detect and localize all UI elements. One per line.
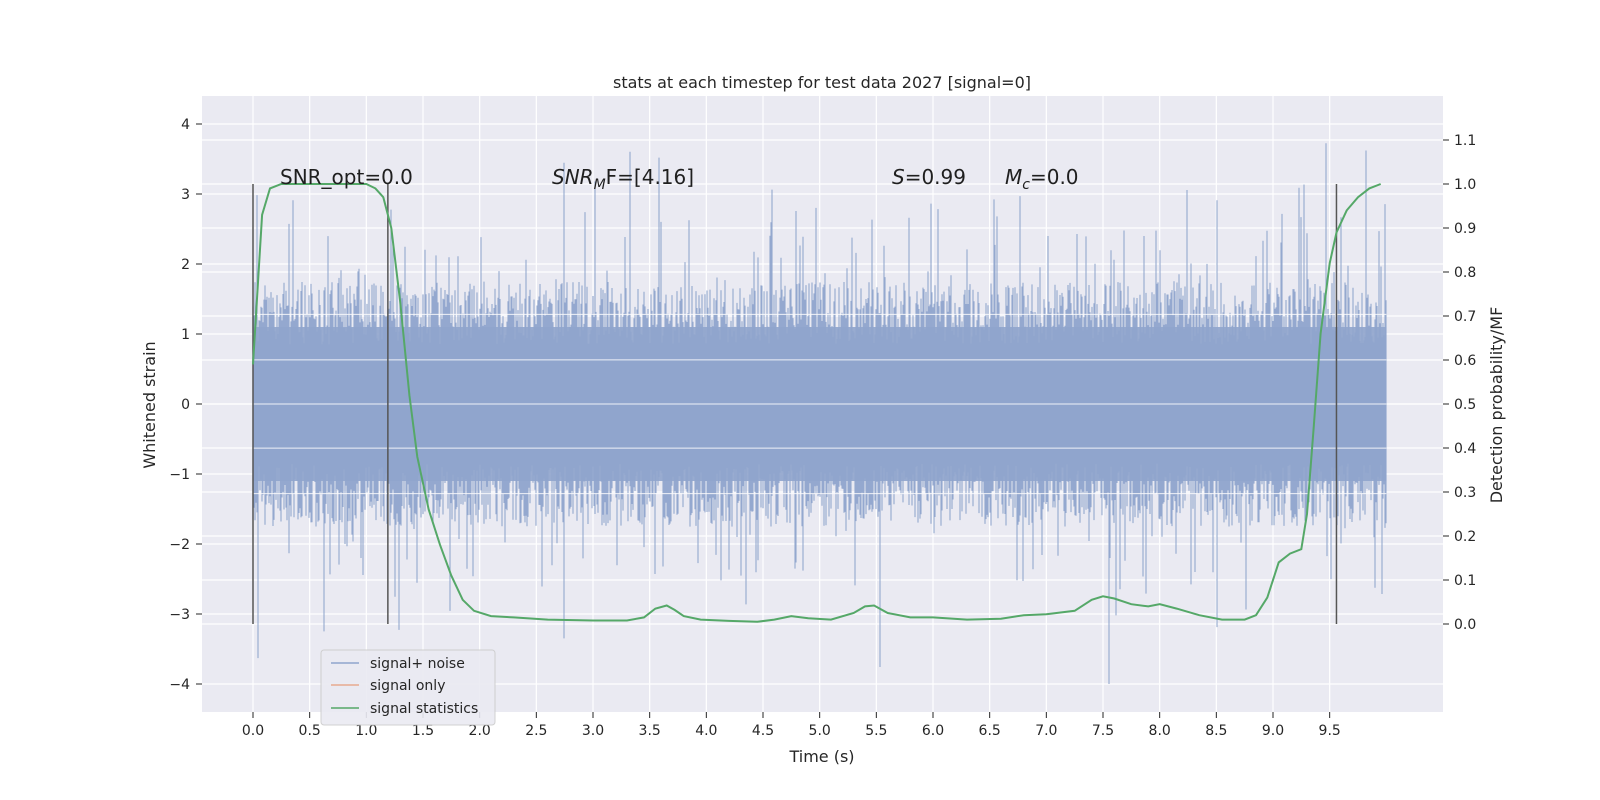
x-tick-label: 5.0 bbox=[809, 723, 831, 739]
snr-mf-subscript: M bbox=[594, 177, 606, 193]
y2-tick-label: 0.2 bbox=[1454, 529, 1476, 545]
x-tick-label: 4.5 bbox=[752, 723, 774, 739]
legend-box bbox=[320, 649, 496, 726]
y-tick-label: 0 bbox=[181, 397, 190, 413]
x-tick-label: 8.5 bbox=[1205, 723, 1227, 739]
annotation-snr-opt: SNR_opt=0.0 bbox=[280, 165, 413, 189]
x-tick-label: 6.0 bbox=[922, 723, 944, 739]
y2-tick-label: 0.1 bbox=[1454, 573, 1476, 589]
mc-value: =0.0 bbox=[1030, 165, 1079, 189]
annotation-snr-mf: SNRMF=[4.16] bbox=[552, 165, 694, 193]
x-tick-label: 0.0 bbox=[242, 723, 264, 739]
x-tick-label: 9.5 bbox=[1319, 723, 1341, 739]
y-tick-label: 4 bbox=[181, 117, 190, 133]
x-tick-label: 4.0 bbox=[695, 723, 717, 739]
signal-statistics-line bbox=[252, 183, 1382, 623]
x-tick-label: 7.5 bbox=[1092, 723, 1114, 739]
legend-label-signal-statistics: signal statistics bbox=[370, 701, 478, 717]
mc-subscript: c bbox=[1022, 177, 1030, 193]
x-tick-label: 2.5 bbox=[525, 723, 547, 739]
y-tick-label: −3 bbox=[169, 607, 190, 623]
y-tick-label: −2 bbox=[169, 537, 190, 553]
mc-symbol: M bbox=[1005, 165, 1022, 189]
y2-tick-label: 0.0 bbox=[1454, 617, 1476, 633]
annotations: SNR_opt=0.0 SNRMF=[4.16] S=0.99 Mc=0.0 bbox=[280, 165, 1079, 193]
x-tick-label: 5.5 bbox=[865, 723, 887, 739]
axis-ticks: 0.0 0.5 1.0 1.5 2.0 2.5 3.0 3.5 4.0 4.5 5.0 5.5 6.0 6… bbox=[169, 117, 1476, 739]
vertical-markers bbox=[252, 184, 1338, 624]
y2-tick-label: 1.1 bbox=[1454, 133, 1476, 149]
y2-tick-label: 0.3 bbox=[1454, 485, 1476, 501]
annotation-s: S=0.99 bbox=[892, 165, 966, 189]
x-tick-label: 1.0 bbox=[355, 723, 377, 739]
signal-plus-noise-series bbox=[252, 143, 1387, 684]
y2-tick-label: 0.9 bbox=[1454, 221, 1476, 237]
s-value: =0.99 bbox=[905, 165, 966, 189]
legend-label-signal-noise: signal+ noise bbox=[370, 656, 465, 672]
x-tick-label: 7.0 bbox=[1035, 723, 1057, 739]
x-tick-label: 2.0 bbox=[469, 723, 491, 739]
legend: signal+ noise signal only signal statist… bbox=[320, 649, 496, 726]
y2-tick-label: 0.5 bbox=[1454, 397, 1476, 413]
y2-axis-label: Detection probability/MF bbox=[1487, 307, 1506, 504]
y2-tick-label: 0.7 bbox=[1454, 309, 1476, 325]
x-axis-label: Time (s) bbox=[788, 747, 854, 766]
legend-label-signal-only: signal only bbox=[370, 678, 445, 694]
y-axis-label: Whitened strain bbox=[140, 341, 159, 468]
snr-mf-value: F=[4.16] bbox=[606, 165, 694, 189]
y2-tick-label: 0.8 bbox=[1454, 265, 1476, 281]
s-symbol: S bbox=[892, 165, 905, 189]
signal-statistics-series bbox=[252, 183, 1382, 623]
y-tick-label: −4 bbox=[169, 677, 190, 693]
y2-tick-label: 0.4 bbox=[1454, 441, 1476, 457]
x-tick-label: 6.5 bbox=[979, 723, 1001, 739]
y-tick-label: −1 bbox=[169, 467, 190, 483]
y-tick-label: 3 bbox=[181, 187, 190, 203]
y-tick-label: 2 bbox=[181, 257, 190, 273]
x-tick-label: 3.5 bbox=[639, 723, 661, 739]
x-tick-label: 8.0 bbox=[1149, 723, 1171, 739]
x-tick-label: 3.0 bbox=[582, 723, 604, 739]
y2-tick-label: 0.6 bbox=[1454, 353, 1476, 369]
x-tick-label: 0.5 bbox=[299, 723, 321, 739]
chart-title: stats at each timestep for test data 202… bbox=[613, 73, 1031, 92]
y-tick-label: 1 bbox=[181, 327, 190, 343]
snr-mf-symbol: SNR bbox=[552, 165, 594, 189]
x-tick-label: 9.0 bbox=[1262, 723, 1284, 739]
y2-tick-label: 1.0 bbox=[1454, 177, 1476, 193]
annotation-mc: Mc=0.0 bbox=[1005, 165, 1079, 193]
x-tick-label: 1.5 bbox=[412, 723, 434, 739]
